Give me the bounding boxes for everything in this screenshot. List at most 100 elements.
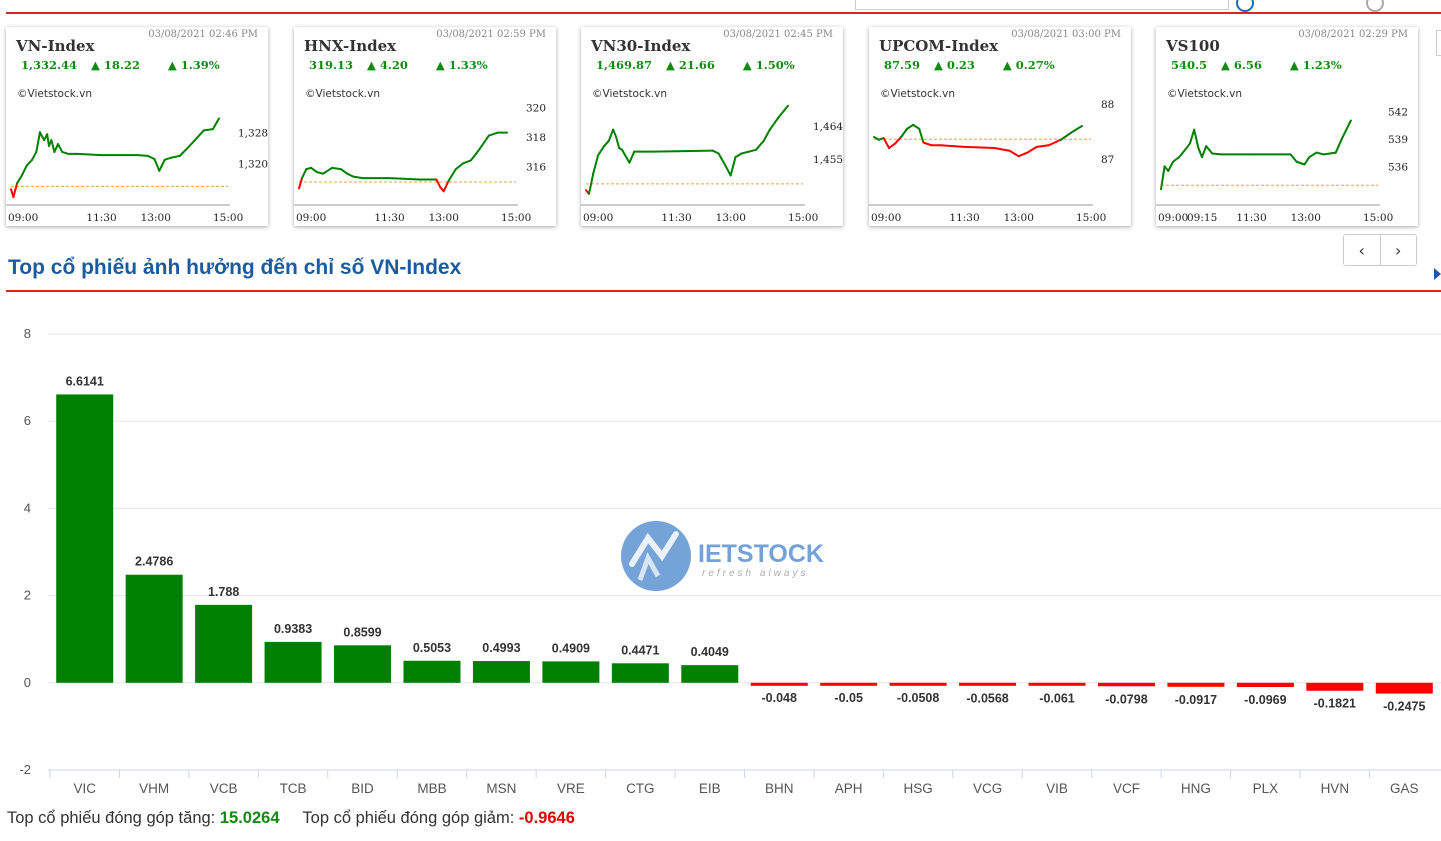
bar-vib[interactable]	[1028, 682, 1086, 686]
index-percent-value: 1.33%	[448, 58, 488, 72]
bar-plx[interactable]	[1236, 682, 1294, 688]
x-tick-label: HNG	[1181, 781, 1211, 796]
bar-eib[interactable]	[681, 665, 739, 683]
price-line-segment	[612, 128, 618, 138]
data-label: -0.0568	[966, 691, 1008, 705]
bar-ctg[interactable]	[611, 663, 669, 683]
price-line-segment	[76, 152, 103, 157]
index-change-value: 21.66	[678, 58, 715, 72]
x-tick-label: 11:30	[949, 212, 979, 224]
index-percent-value: 1.23%	[1302, 58, 1342, 72]
price-line-segment	[592, 154, 600, 175]
price-line-segment	[624, 154, 631, 164]
price-line-segment	[1047, 138, 1062, 147]
price-line-segment	[621, 148, 627, 157]
y-tick-label: 6	[24, 413, 31, 428]
bar-aph[interactable]	[820, 682, 878, 686]
x-tick-label: 13:00	[141, 212, 171, 224]
x-tick-label: 11:30	[1236, 212, 1266, 224]
price-line-segment	[1211, 152, 1223, 156]
bar-hng[interactable]	[1167, 682, 1225, 687]
price-line-segment	[888, 142, 897, 149]
bar-mbb[interactable]	[403, 660, 461, 683]
intraday-chart: 88 87 09:00 11:30 13:00 15:00	[869, 99, 1114, 224]
x-tick-label: VCF	[1113, 781, 1140, 796]
price-line-segment	[740, 150, 750, 155]
index-percent: ▲ 1.33%	[435, 58, 488, 72]
bar-gas[interactable]	[1375, 682, 1433, 694]
index-card[interactable]: 88 87 09:00 11:30 13:00 15:00 UPCOM-Index 03/08…	[869, 27, 1131, 226]
data-label: 0.5053	[413, 641, 451, 655]
index-card[interactable]: 320 318 316 09:00 11:30 13:00 15:00 HNX-Index 03…	[294, 27, 556, 226]
price-line-segment	[1035, 144, 1050, 148]
bar-vhm[interactable]	[125, 574, 183, 683]
index-change: ▲ 18.22	[91, 58, 140, 72]
index-card[interactable]: 542 539 536 09:00 09:15 11:30 13:00 15:00 VS100 0…	[1156, 27, 1418, 226]
price-line-segment	[35, 131, 41, 153]
bar-hvn[interactable]	[1306, 682, 1364, 691]
y-tick-label: 539	[1388, 134, 1408, 146]
x-tick-label: GAS	[1390, 781, 1419, 796]
influence-bar-chart: 8 6 4 2 0 -2 6.6141 VIC 2.4786 VHM 1.788 VCB 0.9383 T…	[19, 326, 1441, 796]
price-line-segment	[61, 150, 70, 155]
price-line-segment	[1017, 151, 1029, 158]
x-tick-label: VIB	[1046, 781, 1068, 796]
x-tick-label: 11:30	[661, 212, 691, 224]
x-tick-label: PLX	[1253, 781, 1279, 796]
bar-msn[interactable]	[472, 661, 530, 683]
index-value: 1,469.87	[596, 58, 653, 72]
y-tick-label: 1,464	[813, 121, 843, 133]
price-line-segment	[340, 168, 349, 175]
price-line-segment	[1205, 145, 1214, 155]
chart-source: ©Vietstock.vn	[880, 88, 956, 100]
chart-source: ©Vietstock.vn	[305, 88, 381, 100]
data-label: -0.048	[761, 691, 796, 705]
index-card[interactable]: 1,464 1,455 09:00 11:30 13:00 15:00 VN30-Index…	[581, 27, 843, 226]
index-card-strip: 1,328 1,320 09:00 11:30 13:00 15:00 VN-Index 03…	[0, 27, 1441, 227]
bar-vcf[interactable]	[1097, 682, 1155, 687]
x-tick-label: 11:30	[374, 212, 404, 224]
caret-right-icon[interactable]	[1434, 268, 1441, 280]
index-change-value: 0.23	[946, 58, 975, 72]
index-change-value: 18.22	[103, 58, 140, 72]
prev-button[interactable]: ‹	[1344, 235, 1380, 265]
x-tick-label: HVN	[1321, 781, 1350, 796]
intraday-chart: 1,328 1,320 09:00 11:30 13:00 15:00	[6, 117, 268, 224]
bar-vcb[interactable]	[195, 604, 253, 683]
index-value: 540.5	[1171, 58, 1208, 72]
price-line-segment	[461, 159, 472, 165]
settings-icon[interactable]	[1236, 0, 1254, 12]
y-tick-label: 1,320	[238, 159, 268, 171]
bar-vre[interactable]	[542, 661, 600, 683]
index-percent: ▲ 1.39%	[167, 58, 220, 72]
down-contribution-label: Top cổ phiếu đóng góp giảm:	[302, 809, 515, 827]
price-line-segment	[724, 165, 732, 177]
bar-bid[interactable]	[334, 645, 392, 683]
intraday-chart: 1,464 1,455 09:00 11:30 13:00 15:00	[581, 104, 843, 224]
chart-source: ©Vietstock.vn	[17, 88, 93, 100]
search-input[interactable]	[855, 0, 1229, 10]
next-button[interactable]: ›	[1379, 235, 1417, 265]
bar-vcg[interactable]	[959, 682, 1017, 686]
bar-bhn[interactable]	[750, 682, 808, 686]
index-percent-value: 1.39%	[180, 58, 220, 72]
y-tick-label: 318	[526, 132, 546, 144]
price-line-segment	[1334, 137, 1343, 154]
price-line-segment	[1026, 145, 1038, 154]
price-line-segment	[310, 166, 319, 174]
bar-vic[interactable]	[56, 394, 114, 683]
x-tick-label: TCB	[280, 781, 307, 796]
x-tick-label: 15:00	[1363, 212, 1393, 224]
section-divider	[6, 290, 1441, 292]
index-value: 1,332.44	[21, 58, 78, 72]
price-line-segment	[754, 139, 765, 151]
svg-text:IETSTOCK: IETSTOCK	[698, 540, 824, 568]
price-line-segment	[346, 172, 355, 178]
clock-icon[interactable]	[1366, 0, 1384, 12]
x-tick-label: VHM	[139, 781, 169, 796]
bar-tcb[interactable]	[264, 641, 322, 683]
index-card[interactable]: 1,328 1,320 09:00 11:30 13:00 15:00 VN-Index 03…	[6, 27, 268, 226]
x-tick-label: 11:30	[86, 212, 116, 224]
bar-hsg[interactable]	[889, 682, 947, 686]
price-line-segment	[20, 164, 28, 177]
